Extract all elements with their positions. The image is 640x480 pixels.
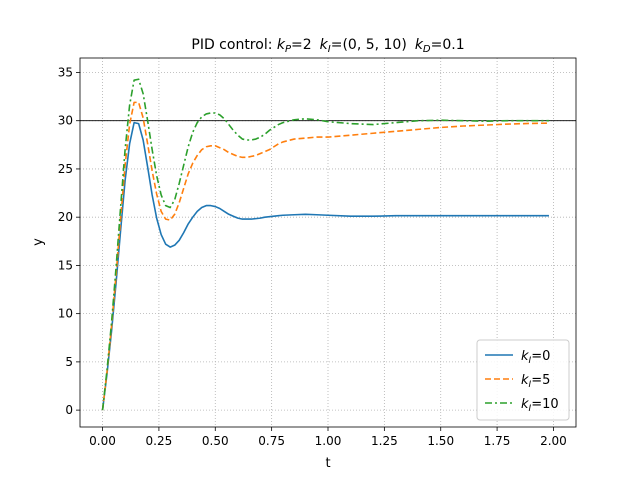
title-kp-symbol: k (277, 37, 286, 53)
x-tick-label: 1.50 (427, 434, 454, 448)
y-tick-label: 30 (58, 114, 73, 128)
legend-label-2: kI=10 (521, 397, 559, 414)
title-prefix: PID control: (191, 37, 277, 53)
title-ki-sub: I (328, 44, 331, 55)
legend-label-0: kI=0 (521, 349, 550, 366)
legend: kI=0 kI=5 kI=10 (476, 339, 570, 421)
x-tick-label: 0.25 (146, 434, 173, 448)
x-tick-label: 0.75 (258, 434, 285, 448)
y-tick-label: 25 (58, 162, 73, 176)
series-line-1 (101, 101, 549, 411)
x-tick-label: 0.50 (202, 434, 229, 448)
series-layer (101, 78, 549, 411)
y-axis-label: y (31, 238, 46, 246)
title-ki-value: =(0, 5, 10) (331, 37, 407, 53)
chart-title: PID control: kP=2 kI=(0, 5, 10) kD=0.1 (191, 37, 464, 55)
title-kd-symbol: k (415, 37, 424, 53)
series-line-0 (101, 121, 549, 411)
title-ki-symbol: k (320, 37, 329, 53)
y-tick-label: 20 (58, 210, 73, 224)
y-tick-label: 35 (58, 65, 73, 79)
y-ticks: 0 5 10 15 20 25 30 35 (58, 65, 80, 417)
x-tick-label: 1.75 (484, 434, 511, 448)
x-ticks: 0.00 0.25 0.50 0.75 1.00 1.25 1.50 1.75 2.00 (89, 427, 567, 448)
title-kd-sub: D (423, 44, 431, 55)
legend-label-1: kI=5 (521, 373, 550, 390)
title-kp-value: =2 (291, 37, 312, 53)
series-line-2 (101, 78, 549, 411)
x-tick-label: 1.00 (315, 434, 342, 448)
x-tick-label: 0.00 (89, 434, 116, 448)
y-tick-label: 5 (65, 355, 73, 369)
y-tick-label: 10 (58, 307, 73, 321)
legend-box (476, 339, 570, 421)
title-kp-sub: P (285, 44, 292, 55)
x-axis-label: t (325, 456, 330, 471)
x-tick-label: 2.00 (540, 434, 567, 448)
x-tick-label: 1.25 (371, 434, 398, 448)
y-tick-label: 15 (58, 258, 73, 272)
title-kd-value: =0.1 (431, 37, 465, 53)
y-tick-label: 0 (65, 403, 73, 417)
